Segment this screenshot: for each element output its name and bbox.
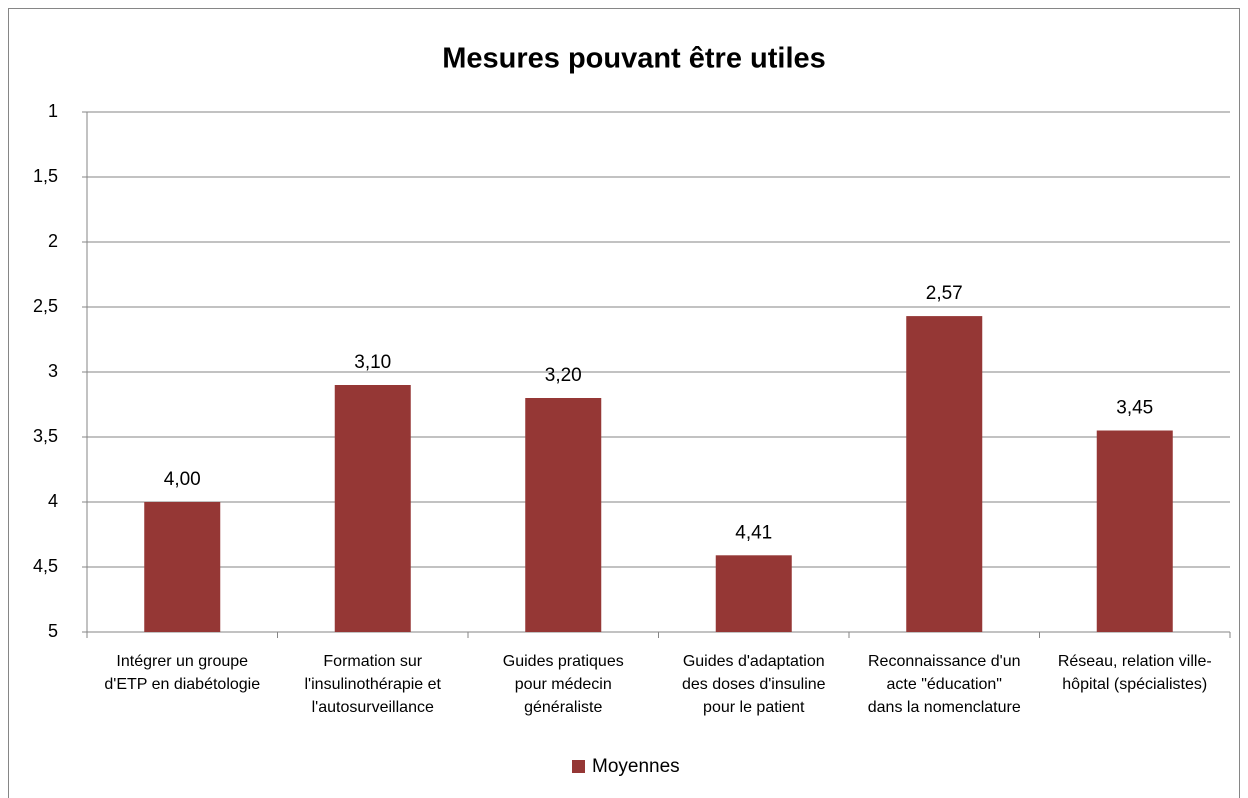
y-tick-label: 3,5 bbox=[33, 426, 58, 446]
x-tick-label: Reconnaissance d'un acte "éducation" dan… bbox=[867, 653, 1021, 716]
x-tick-label: Guides d'adaptation des doses d'insuline… bbox=[681, 653, 826, 716]
value-label: 3,45 bbox=[1116, 398, 1153, 419]
y-tick-label: 2,5 bbox=[33, 296, 58, 316]
bar bbox=[334, 385, 411, 632]
x-tick-label: Guides pratiques pour médecin généralist… bbox=[502, 653, 624, 716]
value-label: 3,20 bbox=[545, 365, 582, 386]
legend-swatch bbox=[572, 760, 585, 773]
bar bbox=[1096, 430, 1173, 632]
y-tick-label: 2 bbox=[48, 231, 58, 251]
bar bbox=[715, 555, 792, 632]
value-label: 3,10 bbox=[354, 352, 391, 373]
chart-border bbox=[8, 8, 1240, 798]
y-tick-label: 5 bbox=[48, 621, 58, 641]
bar bbox=[144, 502, 221, 632]
x-tick-label: Formation sur l'insulinothérapie et l'au… bbox=[304, 653, 441, 716]
bar bbox=[906, 316, 983, 632]
y-tick-label: 1 bbox=[48, 101, 58, 121]
value-label: 2,57 bbox=[926, 283, 963, 304]
value-label: 4,41 bbox=[735, 522, 772, 543]
x-tick-label: Réseau, relation ville- hôpital (spécial… bbox=[1057, 653, 1212, 693]
y-tick-label: 3 bbox=[48, 361, 58, 381]
value-label: 4,00 bbox=[164, 469, 201, 490]
y-tick-label: 4,5 bbox=[33, 556, 58, 576]
x-tick-label: Intégrer un groupe d'ETP en diabétologie bbox=[104, 653, 261, 693]
y-tick-label: 4 bbox=[48, 491, 58, 511]
legend-label: Moyennes bbox=[592, 756, 680, 777]
y-tick-label: 1,5 bbox=[33, 166, 58, 186]
chart-title: Mesures pouvant être utiles bbox=[442, 43, 826, 75]
bar bbox=[525, 398, 602, 632]
